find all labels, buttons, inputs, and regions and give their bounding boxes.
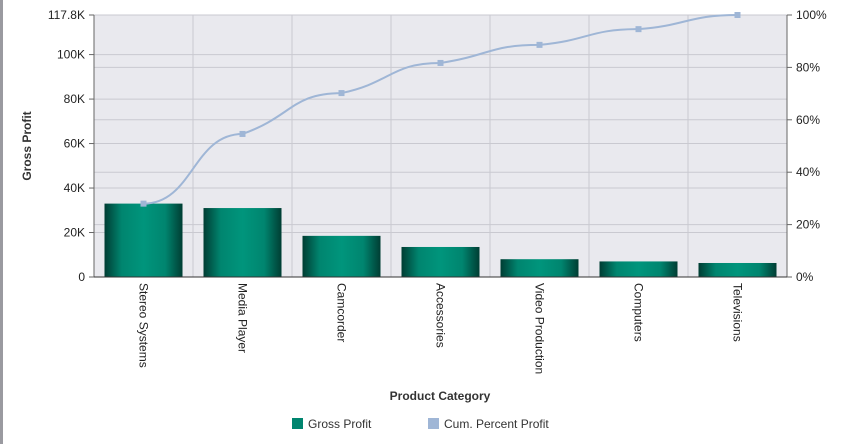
axes-layer xyxy=(89,14,792,278)
legend-swatch-gross-profit xyxy=(292,418,303,429)
y-axis-title: Gross Profit xyxy=(20,111,34,180)
x-category-label-6: Televisions xyxy=(731,283,745,342)
bars-layer xyxy=(104,203,777,277)
cumulative-point-6 xyxy=(734,12,741,18)
cumulative-point-1 xyxy=(239,130,246,137)
x-category-label-4: Video Production xyxy=(533,283,547,374)
y-left-tick-label-3: 60K xyxy=(64,137,85,151)
bar-2 xyxy=(302,235,381,277)
x-category-label-2: Camcorder xyxy=(335,283,349,342)
x-category-label-0: Stereo Systems xyxy=(137,283,151,368)
x-category-label-3: Accessories xyxy=(434,283,448,348)
y-right-tick-label-2: 40% xyxy=(796,165,820,179)
cumulative-point-2 xyxy=(338,90,345,97)
bar-4 xyxy=(500,259,579,277)
cumulative-line-layer xyxy=(140,12,741,207)
cumulative-point-0 xyxy=(140,200,147,207)
y-left-tick-label-1: 20K xyxy=(64,226,85,240)
y-right-tick-label-4: 80% xyxy=(796,60,820,74)
legend-swatch-cum-percent-profit xyxy=(428,418,439,429)
y-right-tick-label-3: 60% xyxy=(796,113,820,127)
cumulative-point-4 xyxy=(536,41,543,48)
x-axis-title: Product Category xyxy=(390,389,491,403)
bar-6 xyxy=(698,262,777,277)
grid-layer xyxy=(94,14,787,277)
legend-label-gross-profit: Gross Profit xyxy=(308,417,372,431)
y-left-tick-label-4: 80K xyxy=(64,92,85,106)
bar-0 xyxy=(104,203,183,277)
cumulative-point-3 xyxy=(437,59,444,66)
y-right-tick-label-0: 0% xyxy=(796,270,814,284)
bar-1 xyxy=(203,208,282,277)
x-category-label-1: Media Player xyxy=(236,283,250,353)
bar-3 xyxy=(401,246,480,277)
y-right-tick-label-1: 20% xyxy=(796,218,820,232)
y-left-tick-label-6: 117.8K xyxy=(48,8,85,22)
x-category-label-5: Computers xyxy=(632,283,646,342)
labels-layer: 0 20K 40K 60K 80K 100K 117.8K 0% 20% 40% 60% 80% 100… xyxy=(20,8,827,403)
y-right-tick-label-5: 100% xyxy=(796,8,827,22)
cumulative-point-5 xyxy=(635,26,642,33)
legend: Gross Profit Cum. Percent Profit xyxy=(292,417,549,431)
y-left-tick-label-2: 40K xyxy=(64,181,85,195)
bar-5 xyxy=(599,261,678,277)
y-left-tick-label-5: 100K xyxy=(57,48,85,62)
window-left-border xyxy=(0,0,3,444)
legend-label-cum-percent-profit: Cum. Percent Profit xyxy=(444,417,549,431)
y-left-tick-label-0: 0 xyxy=(78,270,85,284)
